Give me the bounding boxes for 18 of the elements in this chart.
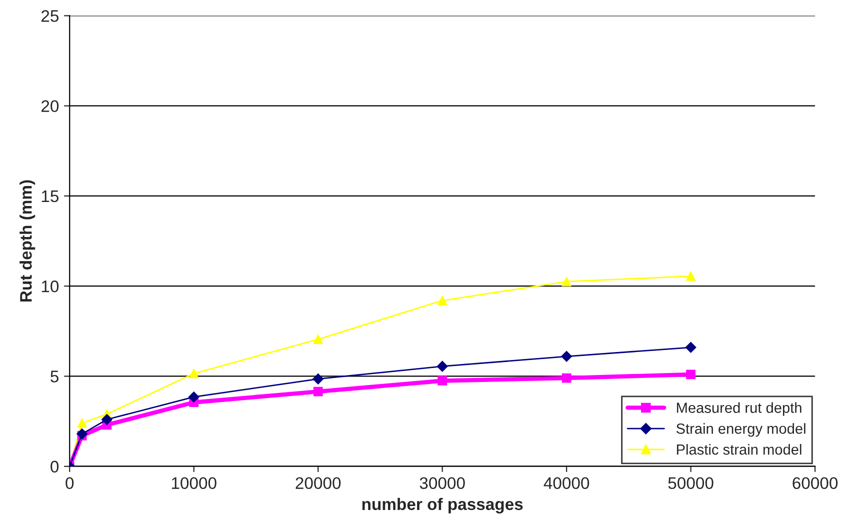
legend-label: Plastic strain model: [676, 444, 802, 455]
y-tick-label: 15: [42, 190, 59, 202]
x-axis-title: number of passages: [362, 498, 523, 514]
x-tick-label: 30000: [420, 477, 465, 490]
x-tick-label: 0: [66, 477, 74, 490]
y-tick-label: 0: [50, 460, 59, 473]
legend-label: Measured rut depth: [676, 402, 802, 416]
x-tick-label: 10000: [172, 477, 216, 490]
legend-label: Strain energy model: [676, 423, 806, 437]
y-tick-label: 5: [50, 370, 59, 382]
x-tick-label: 20000: [296, 477, 341, 490]
x-tick-label: 60000: [792, 477, 838, 490]
y-tick-label: 25: [42, 10, 59, 22]
x-tick-label: 40000: [544, 477, 590, 490]
y-axis-title: Rut depth (mm): [20, 180, 36, 302]
x-tick-label: 50000: [668, 477, 714, 490]
y-tick-label: 20: [42, 100, 59, 112]
y-tick-label: 10: [42, 280, 59, 292]
